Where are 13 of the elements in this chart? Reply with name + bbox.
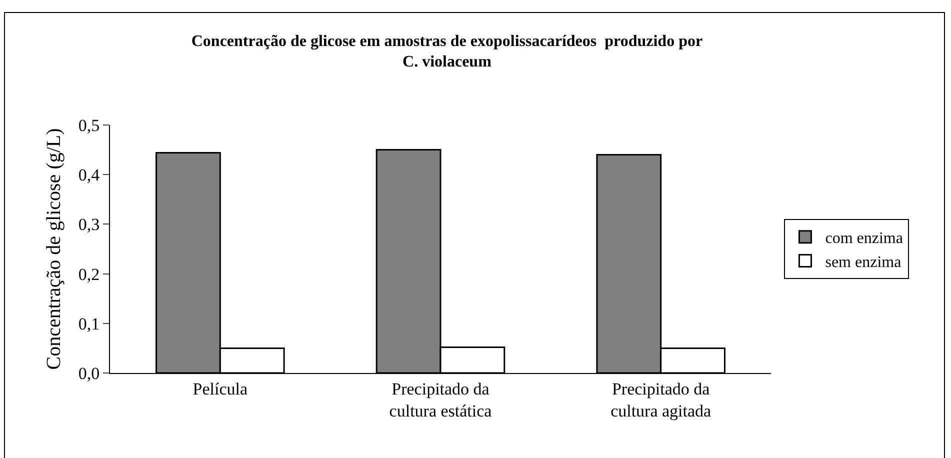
x-tick-label: Película bbox=[192, 379, 248, 398]
y-tick-label: 0,4 bbox=[78, 166, 100, 185]
chart-title: Concentração de glicose em amostras de exopolissacarídeos produzido por C. violaceum bbox=[191, 32, 703, 71]
y-tick-label: 0,5 bbox=[78, 116, 100, 135]
legend-label: com enzima bbox=[825, 230, 903, 248]
x-tick-label: Precipitado da cultura agitada bbox=[610, 379, 712, 420]
y-tick-label: 0,1 bbox=[78, 314, 100, 334]
y-tick-label: 0,3 bbox=[78, 215, 100, 234]
y-axis-title: Concentração de glicose (g/L) bbox=[42, 128, 65, 370]
y-tick-label: 0,0 bbox=[78, 364, 100, 383]
x-tick-label: Precipitado da cultura estática bbox=[389, 379, 492, 420]
y-tick-label: 0,2 bbox=[78, 264, 100, 284]
legend-label: sem enzima bbox=[825, 254, 902, 271]
